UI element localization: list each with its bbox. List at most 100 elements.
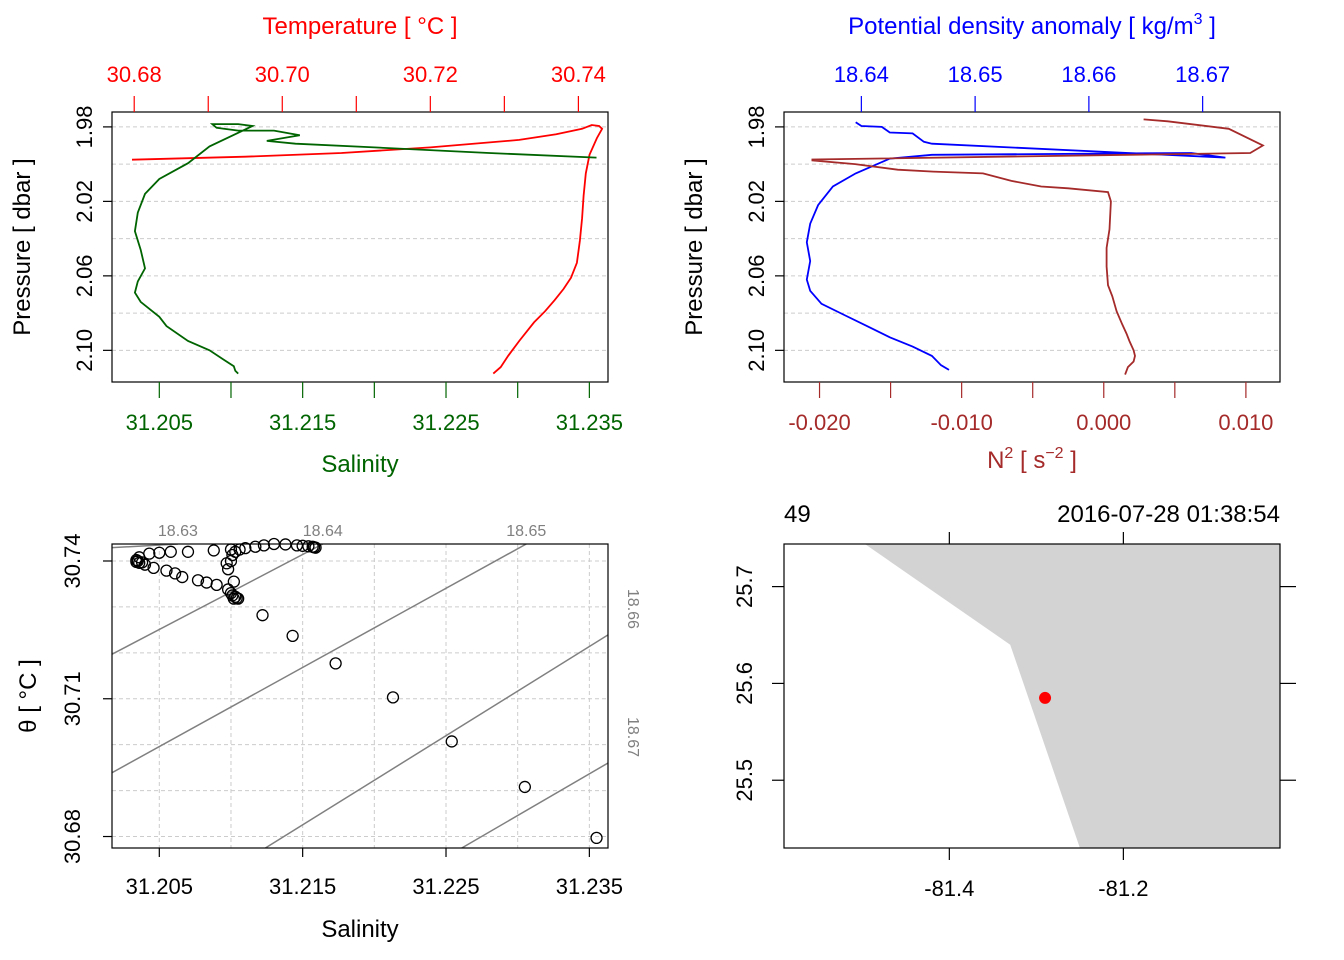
- y-axis-title: Pressure [ dbar ]: [9, 158, 36, 335]
- salinity-line: [133, 123, 597, 375]
- ts-point: [168, 567, 182, 580]
- timestamp: 2016-07-28 01:38:54: [1057, 501, 1280, 528]
- gridlines: [112, 544, 608, 848]
- plot-frame: [783, 543, 1281, 849]
- y-tick-label: 30.74: [60, 533, 85, 588]
- bottom-tick-label: 31.225: [412, 410, 479, 435]
- lon-tick-label: -81.4: [924, 876, 974, 901]
- gridlines: [112, 126, 608, 351]
- station-label: 49: [784, 501, 811, 528]
- plot-frame: [783, 111, 1281, 383]
- n2-axis: -0.020 -0.010 0.000 0.010: [788, 382, 1273, 435]
- y-tick-label: 30.71: [60, 671, 85, 726]
- ts-point: [191, 574, 205, 587]
- density-title-sup: 3: [1194, 11, 1203, 28]
- y-axis: 1.98 2.02 2.06 2.10: [72, 105, 112, 372]
- ts-point: [309, 541, 322, 554]
- n2-title-sup1: 2: [1004, 445, 1013, 462]
- ts-point: [286, 629, 299, 642]
- y-axis: 1.98 2.02 2.06 2.10: [744, 105, 784, 372]
- n2-axis-title: N2 [ s−2 ]: [987, 445, 1077, 474]
- x-tick-label: 31.215: [269, 874, 336, 899]
- isopycnal-labels: 18.63 18.64 18.65 18.66 18.67: [158, 523, 641, 757]
- y-tick-label: 30.68: [60, 809, 85, 864]
- ts-point: [227, 575, 240, 588]
- plot-frame: [111, 543, 609, 849]
- top-tick-label: 30.68: [107, 62, 162, 87]
- ts-point: [590, 831, 603, 845]
- isopycnal-line: [264, 634, 608, 848]
- top-tick-label: 18.66: [1061, 62, 1116, 87]
- gridlines: [784, 126, 1280, 351]
- isopycnal-label: 18.63: [158, 523, 198, 540]
- ts-point: [160, 564, 173, 577]
- bottom-tick-label: 0.010: [1218, 410, 1273, 435]
- y-tick-label: 2.10: [744, 329, 769, 372]
- ts-point: [147, 561, 160, 575]
- temperature-axis-title: Temperature [ °C ]: [263, 13, 458, 40]
- density-line: [805, 121, 1226, 371]
- n2-title-main: N: [987, 447, 1004, 474]
- top-tick-label: 18.65: [948, 62, 1003, 87]
- map-axes: -81.4 -81.2 25.5 25.6 25.7: [732, 532, 1296, 901]
- temperature-axis: 30.68 30.70 30.72 30.74: [107, 62, 606, 112]
- ts-point: [445, 735, 458, 748]
- ts-point: [153, 546, 166, 559]
- y-tick-label: 2.06: [744, 254, 769, 297]
- salinity-axis: 31.205 31.215 31.225 31.235: [126, 382, 623, 435]
- x-axis-title: Salinity: [321, 916, 398, 943]
- lat-tick-label: 25.7: [732, 565, 757, 608]
- salinity-axis-title: Salinity: [321, 451, 398, 478]
- x-tick-label: 31.205: [126, 874, 193, 899]
- top-tick-label: 18.64: [834, 62, 889, 87]
- y-axis-title: θ [ °C ]: [15, 659, 42, 733]
- top-tick-label: 30.70: [255, 62, 310, 87]
- y-tick-label: 2.02: [72, 180, 97, 223]
- density-n2-panel: 1.98 2.02 2.06 2.10 18.64 18.65 18.66 18.67 -0…: [681, 11, 1281, 474]
- lat-tick-label: 25.6: [732, 662, 757, 705]
- y-tick-label: 1.98: [744, 105, 769, 148]
- density-axis-title: Potential density anomaly [ kg/m3 ]: [848, 11, 1216, 40]
- y-tick-label: 2.02: [744, 180, 769, 223]
- ts-point: [176, 570, 189, 584]
- ts-point: [257, 539, 271, 552]
- bottom-tick-label: -0.020: [788, 410, 850, 435]
- bottom-tick-label: -0.010: [930, 410, 992, 435]
- station-map-panel: -81.4 -81.2 25.5 25.6 25.7 49 2016-07-28 01:…: [732, 501, 1296, 901]
- land-polygon: [864, 544, 1280, 848]
- top-tick-label: 30.72: [403, 62, 458, 87]
- bottom-tick-label: 31.215: [269, 410, 336, 435]
- y-tick-label: 1.98: [72, 105, 97, 148]
- ts-point: [138, 558, 152, 571]
- n2-title-mid: [ s: [1013, 447, 1045, 474]
- lat-tick-label: 25.5: [732, 759, 757, 802]
- bottom-tick-label: 31.205: [126, 410, 193, 435]
- n2-line: [811, 118, 1265, 375]
- isopycnal-label: 18.67: [624, 717, 641, 757]
- density-title-main: Potential density anomaly [ kg/m: [848, 13, 1194, 40]
- isopycnal-line: [461, 762, 608, 848]
- n2-title-end: ]: [1064, 447, 1077, 474]
- ts-point: [329, 657, 342, 670]
- bottom-tick-label: 0.000: [1076, 410, 1131, 435]
- n2-title-sup2: −2: [1045, 445, 1063, 462]
- ts-point: [386, 691, 400, 704]
- ts-point: [135, 556, 149, 569]
- ts-point: [302, 540, 315, 553]
- x-axis: 31.205 31.215 31.225 31.235: [126, 848, 623, 899]
- y-axis-title: Pressure [ dbar ]: [681, 158, 708, 335]
- y-tick-label: 2.10: [72, 329, 97, 372]
- density-title-end: ]: [1203, 13, 1216, 40]
- plot-frame: [111, 111, 609, 383]
- isopycnal-line: [112, 544, 324, 655]
- lon-tick-label: -81.2: [1098, 876, 1148, 901]
- top-tick-label: 18.67: [1175, 62, 1230, 87]
- ts-points: [130, 537, 603, 845]
- ts-point: [249, 540, 262, 553]
- isopycnals: [112, 544, 608, 848]
- ts-point: [518, 780, 532, 794]
- isopycnal-label: 18.64: [303, 523, 343, 540]
- ts-point: [226, 589, 239, 602]
